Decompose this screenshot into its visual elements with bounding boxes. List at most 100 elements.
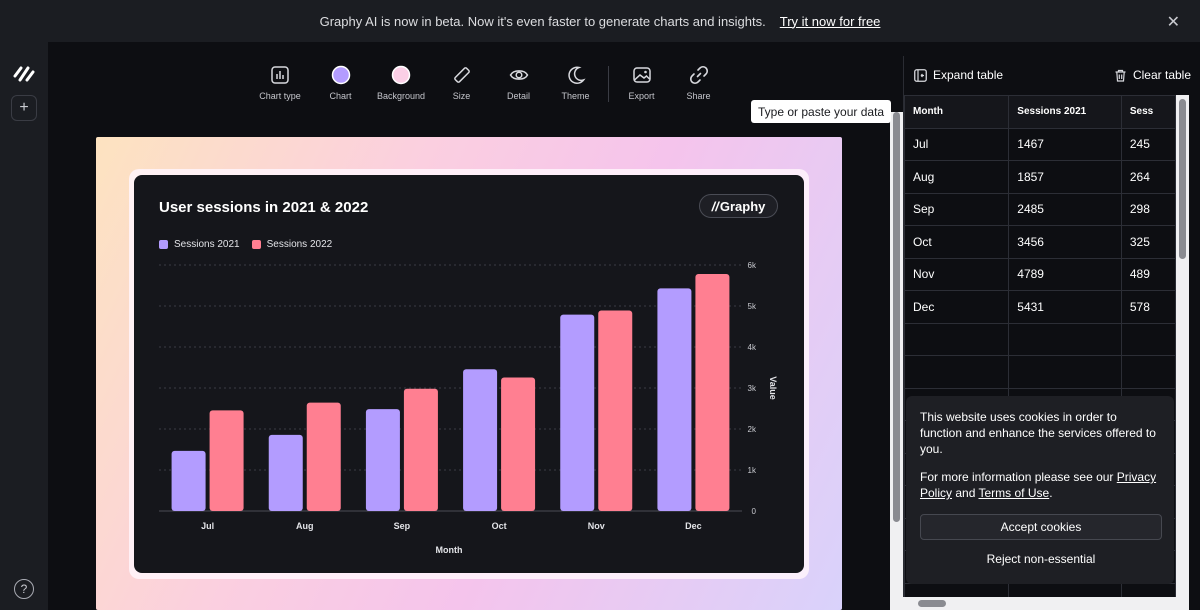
chart-legend: Sessions 2021 Sessions 2022: [159, 239, 344, 250]
table-vertical-scrollbar[interactable]: [1176, 95, 1189, 610]
table-cell[interactable]: [1120, 355, 1176, 389]
legend-item[interactable]: Sessions 2021: [159, 239, 240, 250]
paste-data-tooltip: Type or paste your data: [751, 100, 892, 123]
share-button[interactable]: Share: [670, 64, 727, 112]
left-rail: + ?: [0, 42, 48, 610]
table-cell[interactable]: 4789: [1008, 257, 1122, 291]
cookie-info: For more information please see our Priv…: [920, 470, 1157, 500]
expand-icon: [914, 68, 927, 82]
banner-message: Graphy AI is now in beta. Now it's even …: [319, 13, 766, 29]
chart-title[interactable]: User sessions in 2021 & 2022: [159, 199, 369, 216]
reject-cookies-button[interactable]: Reject non-essential: [986, 552, 1096, 566]
size-button[interactable]: Size: [433, 64, 490, 112]
table-cell[interactable]: Jul: [904, 127, 1010, 161]
add-button[interactable]: +: [11, 95, 37, 121]
bar-sep-s2022: [403, 388, 438, 511]
table-row: Aug 1857 264: [904, 160, 1176, 194]
chart-card[interactable]: User sessions in 2021 & 2022 //Graphy Se…: [134, 175, 804, 573]
legend-swatch: [251, 240, 261, 249]
legend-item[interactable]: Sessions 2022: [251, 239, 332, 250]
table-cell[interactable]: 3456: [1008, 225, 1122, 259]
privacy-policy-link[interactable]: Privacy Policy: [920, 470, 1157, 500]
bar-oct-s2022: [501, 377, 536, 511]
scrollbar-thumb[interactable]: [1179, 99, 1186, 259]
y-tick-label: 1k: [748, 466, 757, 475]
column-header-sessions-2021[interactable]: Sessions 2021: [1008, 95, 1122, 129]
accept-cookies-button[interactable]: Accept cookies: [920, 514, 1162, 540]
help-icon[interactable]: ?: [14, 579, 34, 599]
image-icon: [631, 64, 653, 86]
bar-oct-s2021: [463, 369, 498, 511]
chart-background-frame: User sessions in 2021 & 2022 //Graphy Se…: [96, 137, 842, 610]
table-horizontal-scrollbar[interactable]: [903, 597, 1188, 610]
chart-type-icon: [269, 64, 291, 86]
table-header-row: Month Sessions 2021 Sess: [904, 95, 1176, 129]
ruler-icon: [451, 64, 473, 86]
table-row: Nov 4789 489: [904, 257, 1176, 291]
bar-aug-s2022: [306, 402, 341, 511]
y-tick-label: 2k: [748, 425, 757, 434]
table-row-empty: [904, 355, 1176, 389]
table-cell[interactable]: [1008, 355, 1122, 389]
table-cell[interactable]: [1120, 322, 1176, 356]
table-cell[interactable]: 489: [1120, 257, 1176, 291]
theme-button[interactable]: Theme: [547, 64, 604, 112]
y-tick-label: 4k: [748, 343, 757, 352]
bar-aug-s2021: [268, 434, 303, 511]
table-cell[interactable]: 325: [1120, 225, 1176, 259]
y-tick-label: 0: [752, 507, 757, 516]
table-cell[interactable]: 1857: [1008, 160, 1122, 194]
bar-sep-s2021: [365, 409, 400, 511]
chart-type-button[interactable]: Chart type: [248, 64, 312, 112]
graphy-logo-icon[interactable]: [12, 64, 36, 84]
table-cell[interactable]: 298: [1120, 192, 1176, 226]
table-cell[interactable]: Aug: [904, 160, 1010, 194]
table-cell[interactable]: [904, 355, 1010, 389]
chart-color-button[interactable]: Chart: [312, 64, 369, 112]
y-tick-label: 5k: [748, 302, 757, 311]
cookie-message: This website uses cookies in order to fu…: [920, 410, 1156, 456]
toolbar-divider: [608, 66, 609, 102]
table-cell[interactable]: 2485: [1008, 192, 1122, 226]
chart-toolbar: Chart type Chart Background Size Detail: [248, 64, 727, 112]
table-row-empty: [904, 322, 1176, 356]
detail-button[interactable]: Detail: [490, 64, 547, 112]
table-cell[interactable]: 264: [1120, 160, 1176, 194]
chart-editor: Chart type Chart Background Size Detail: [48, 56, 890, 610]
graphy-brand-badge: //Graphy: [699, 194, 778, 218]
table-cell[interactable]: Oct: [904, 225, 1010, 259]
column-header-month[interactable]: Month: [904, 95, 1010, 129]
close-icon[interactable]: ✕: [1166, 14, 1180, 31]
table-row: Dec 5431 578: [904, 290, 1176, 324]
trash-icon: [1115, 69, 1126, 82]
bar-nov-s2021: [560, 314, 595, 511]
table-cell[interactable]: 578: [1120, 290, 1176, 324]
scrollbar-thumb[interactable]: [918, 600, 946, 607]
expand-table-button[interactable]: Expand table: [914, 68, 1003, 82]
table-cell[interactable]: [904, 322, 1010, 356]
table-cell[interactable]: 1467: [1008, 127, 1122, 161]
table-cell[interactable]: Sep: [904, 192, 1010, 226]
export-button[interactable]: Export: [613, 64, 670, 112]
bar-jul-s2022: [209, 410, 244, 511]
terms-of-use-link[interactable]: Terms of Use: [978, 486, 1050, 500]
background-color-button[interactable]: Background: [369, 64, 433, 112]
table-cell[interactable]: 5431: [1008, 290, 1122, 324]
scrollbar-thumb[interactable]: [893, 112, 900, 522]
table-cell[interactable]: Nov: [904, 257, 1010, 291]
table-cell[interactable]: 245: [1120, 127, 1176, 161]
legend-swatch: [159, 240, 168, 249]
column-header-sessions-2022[interactable]: Sess: [1120, 95, 1176, 129]
x-axis-title: Month: [436, 545, 463, 555]
cookie-consent-dialog: This website uses cookies in order to fu…: [906, 396, 1174, 584]
table-cell[interactable]: [1008, 322, 1122, 356]
link-icon: [688, 64, 710, 86]
background-color-swatch: [391, 65, 411, 85]
table-cell[interactable]: Dec: [904, 290, 1010, 324]
bar-jul-s2021: [171, 450, 206, 511]
clear-table-button[interactable]: Clear table: [1114, 68, 1191, 82]
plus-icon: +: [19, 99, 29, 116]
try-it-link[interactable]: Try it now for free: [779, 13, 881, 29]
table-row: Jul 1467 245: [904, 127, 1176, 161]
canvas-scrollbar[interactable]: [890, 112, 903, 610]
